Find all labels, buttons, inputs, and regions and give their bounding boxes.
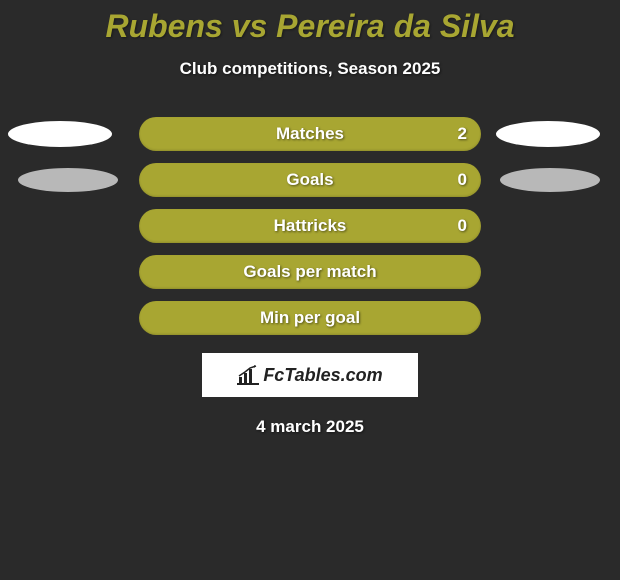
stat-row: Goals 0 [0, 163, 620, 197]
stat-row: Goals per match [0, 255, 620, 289]
logo-text: FcTables.com [263, 365, 382, 386]
page-title: Rubens vs Pereira da Silva [0, 0, 620, 45]
logo-box: FcTables.com [202, 353, 418, 397]
left-marker-ellipse [18, 168, 118, 192]
stat-label: Hattricks [274, 216, 347, 236]
stat-label: Matches [276, 124, 344, 144]
left-marker-ellipse [8, 121, 112, 147]
stat-value: 2 [458, 124, 467, 144]
stat-bar: Min per goal [139, 301, 481, 335]
chart-icon [237, 365, 259, 385]
stat-bar: Goals 0 [139, 163, 481, 197]
stat-row: Matches 2 [0, 117, 620, 151]
stat-bar: Hattricks 0 [139, 209, 481, 243]
page-subtitle: Club competitions, Season 2025 [0, 59, 620, 79]
date-label: 4 march 2025 [0, 417, 620, 437]
stat-bar: Goals per match [139, 255, 481, 289]
stat-label: Goals [286, 170, 333, 190]
stat-bar: Matches 2 [139, 117, 481, 151]
comparison-chart: Matches 2 Goals 0 Hattricks 0 Goals per … [0, 117, 620, 335]
stat-row: Min per goal [0, 301, 620, 335]
right-marker-ellipse [496, 121, 600, 147]
stat-value: 0 [458, 170, 467, 190]
right-marker-ellipse [500, 168, 600, 192]
stat-label: Goals per match [243, 262, 376, 282]
stat-value: 0 [458, 216, 467, 236]
stat-row: Hattricks 0 [0, 209, 620, 243]
stat-label: Min per goal [260, 308, 360, 328]
